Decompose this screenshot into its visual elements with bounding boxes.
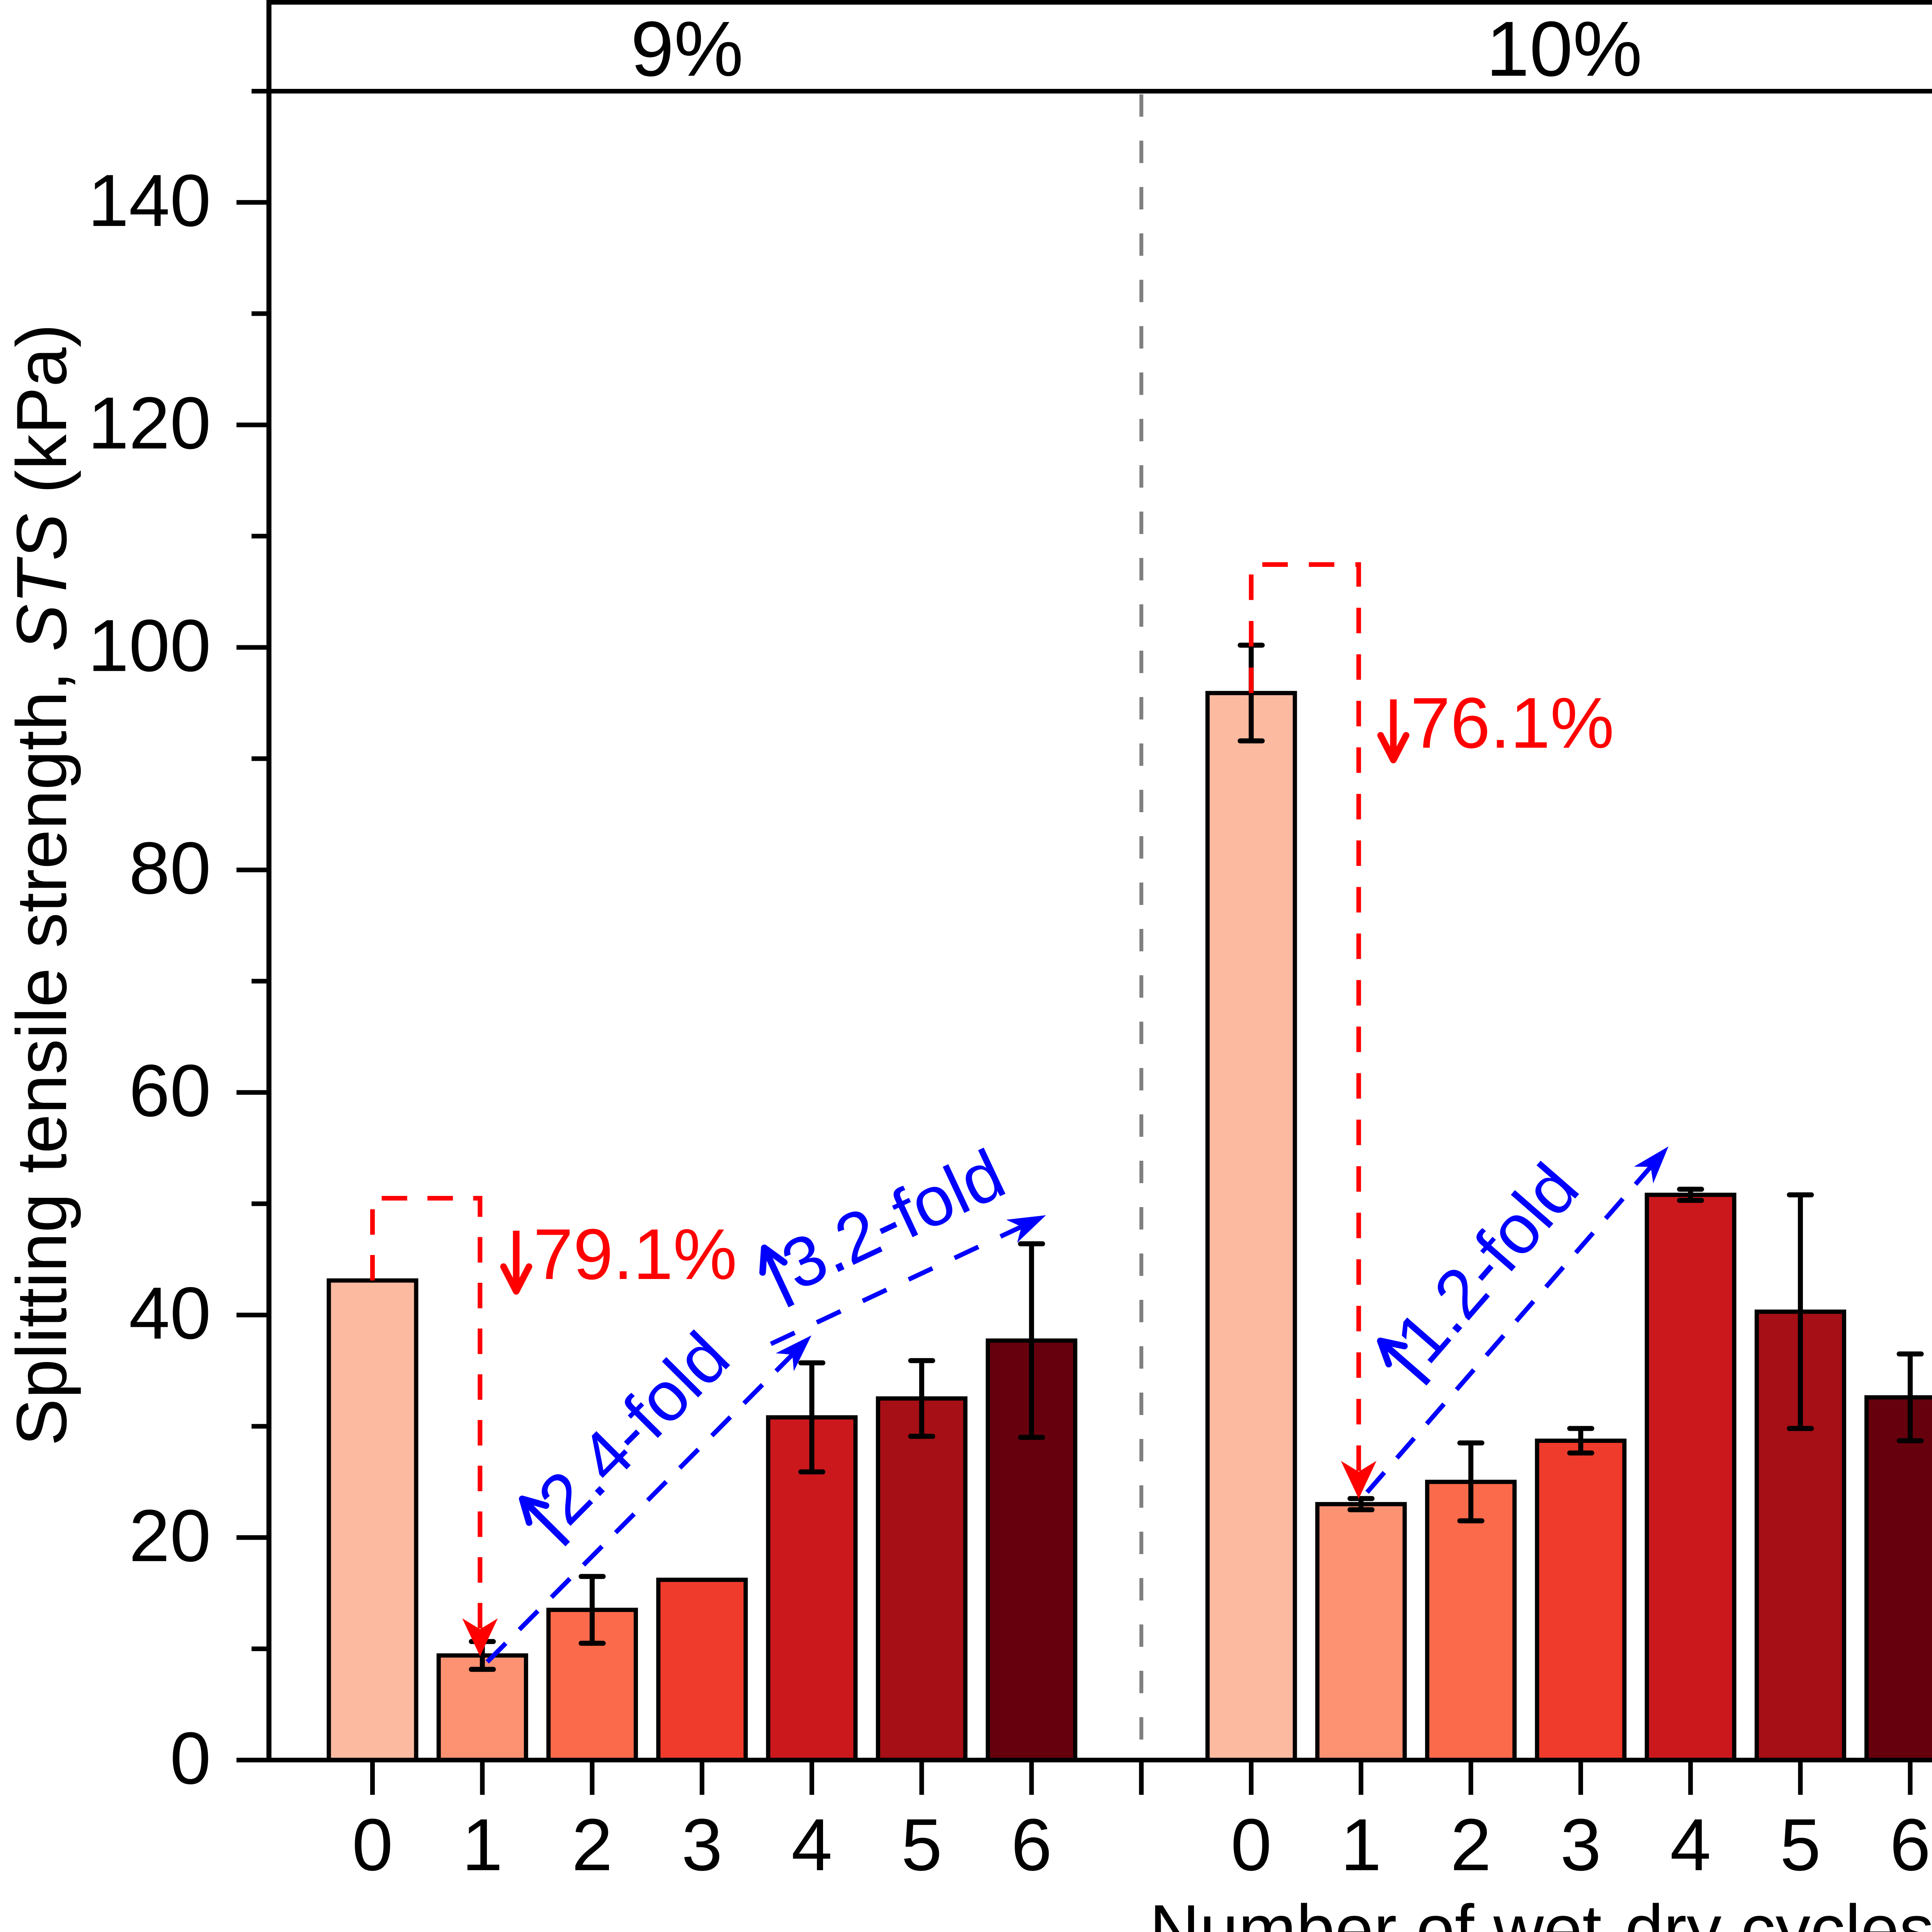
svg-text:4: 4	[791, 1804, 832, 1886]
svg-text:100: 100	[88, 605, 211, 687]
svg-text:60: 60	[129, 1049, 211, 1132]
svg-text:0: 0	[352, 1804, 393, 1886]
svg-text:120: 120	[88, 382, 211, 464]
svg-text:3: 3	[1560, 1804, 1601, 1886]
svg-text:6: 6	[1889, 1804, 1930, 1886]
svg-text:2: 2	[1450, 1804, 1491, 1886]
svg-text:20: 20	[129, 1495, 211, 1577]
svg-text:10%: 10%	[1486, 5, 1642, 92]
svg-text:5: 5	[1780, 1804, 1821, 1886]
svg-text:80: 80	[129, 827, 211, 909]
svg-text:1: 1	[462, 1804, 503, 1886]
svg-text:0: 0	[1231, 1804, 1272, 1886]
svg-text:76.1%: 76.1%	[1410, 683, 1614, 763]
svg-text:Number of wet-dry cycles, N: Number of wet-dry cycles, N	[1150, 1891, 1932, 1932]
svg-text:4: 4	[1670, 1804, 1711, 1886]
svg-text:79.1%: 79.1%	[533, 1214, 737, 1294]
svg-text:40: 40	[129, 1272, 211, 1354]
svg-text:9%: 9%	[631, 5, 743, 92]
svg-text:Splitting tensile strength, ST: Splitting tensile strength, STS (kPa)	[2, 324, 81, 1446]
svg-text:3: 3	[682, 1804, 723, 1886]
svg-text:0: 0	[170, 1717, 211, 1799]
svg-text:140: 140	[88, 160, 211, 242]
svg-text:1: 1	[1340, 1804, 1381, 1886]
svg-text:2: 2	[571, 1804, 612, 1886]
svg-text:6: 6	[1011, 1804, 1052, 1886]
svg-text:5: 5	[901, 1804, 942, 1886]
